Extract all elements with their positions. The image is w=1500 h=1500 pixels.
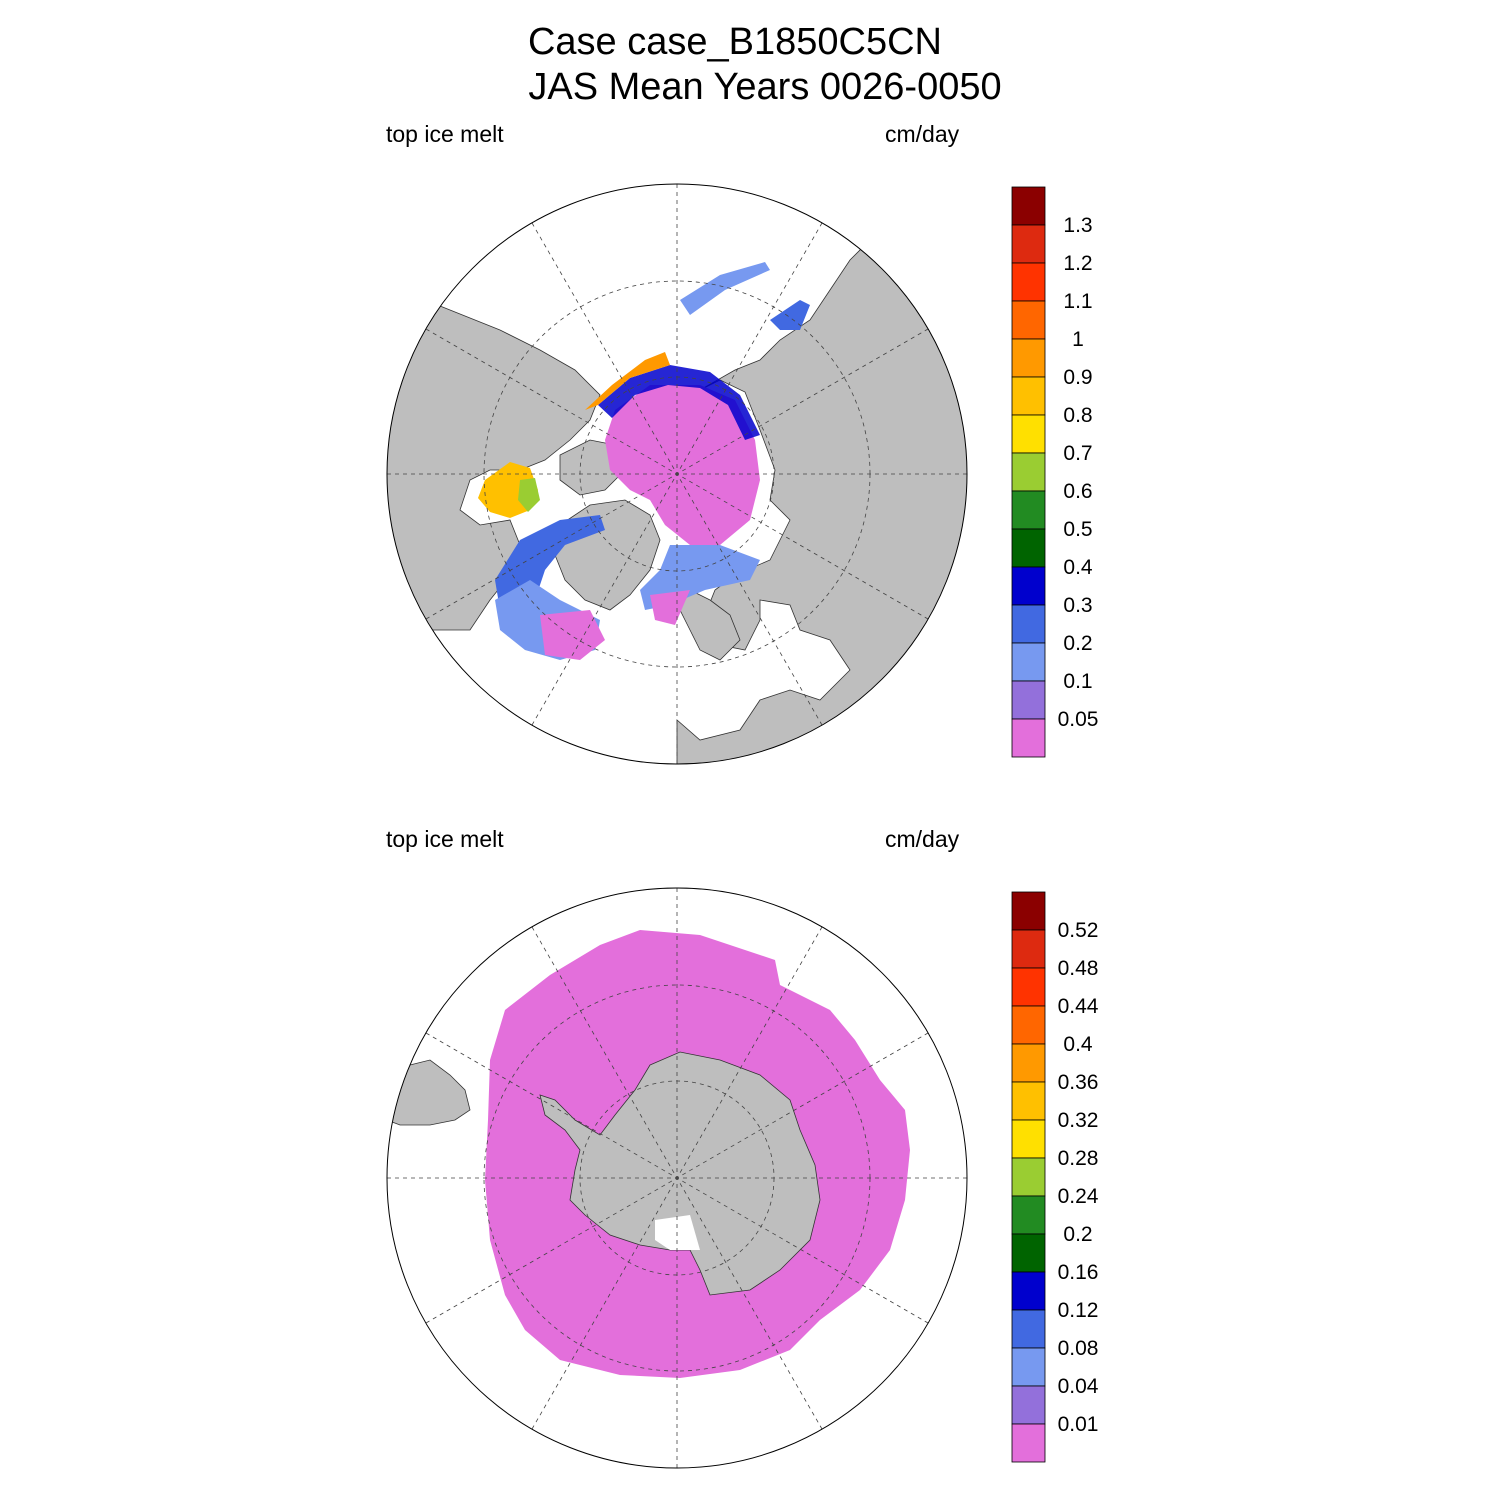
north-colorbar-box (1011, 490, 1046, 530)
north-colorbar-label: 0.3 (1063, 594, 1092, 617)
south-colorbar-label: 0.52 (1058, 919, 1099, 942)
north-ice-central-arctic (605, 385, 760, 545)
south-colorbar-box (1011, 1005, 1046, 1045)
south-colorbar-label: 0.08 (1058, 1337, 1099, 1360)
south-colorbar-label: 0.28 (1058, 1147, 1099, 1170)
south-colorbar-box (1011, 1423, 1046, 1463)
north-colorbar-box (1011, 338, 1046, 378)
south-colorbar: 0.01 0.04 0.08 0.12 0.16 0.2 0.24 0.28 0.32 0.36 0… (1011, 891, 1099, 1463)
south-colorbar-label: 0.36 (1058, 1071, 1099, 1094)
north-colorbar-box (1011, 642, 1046, 682)
south-colorbar-box (1011, 1347, 1046, 1387)
south-land-antarctica (539, 1051, 821, 1296)
south-map-border (386, 887, 968, 1469)
north-colorbar-box (1011, 262, 1046, 302)
north-colorbar-label: 1.2 (1063, 252, 1092, 275)
north-colorbar-box (1011, 452, 1046, 492)
north-colorbar-label: 1.1 (1063, 290, 1092, 313)
south-colorbar-label: 0.16 (1058, 1261, 1099, 1284)
north-colorbar-label: 0.2 (1063, 632, 1092, 655)
south-colorbar-box (1011, 1081, 1046, 1121)
north-ice-barents-low (650, 590, 690, 625)
south-colorbar-label: 0.44 (1058, 995, 1099, 1018)
south-colorbar-label: 0.32 (1058, 1109, 1099, 1132)
south-variable-label: top ice melt (386, 826, 504, 852)
north-ice-bering-strip (770, 300, 810, 330)
south-colorbar-label: 0.2 (1063, 1223, 1092, 1246)
south-ross-ice-shelf (655, 1215, 700, 1250)
south-colorbar-label: 0.12 (1058, 1299, 1099, 1322)
north-colorbar-label: 0.5 (1063, 518, 1092, 541)
north-colorbar-box (1011, 186, 1046, 226)
south-graticule (387, 888, 967, 1468)
north-ice-labrador-low (540, 610, 605, 660)
north-variable-label: top ice melt (386, 121, 504, 147)
south-colorbar-label: 0.01 (1058, 1413, 1099, 1436)
north-colorbar-label: 0.9 (1063, 366, 1092, 389)
south-colorbar-box (1011, 1195, 1046, 1235)
north-colorbar-box (1011, 528, 1046, 568)
north-colorbar-label: 1.3 (1063, 214, 1092, 237)
south-colorbar-label: 0.04 (1058, 1375, 1099, 1398)
south-colorbar-box (1011, 1043, 1046, 1083)
north-ice-siberian-shelf-band (598, 365, 760, 440)
north-units-label: cm/day (885, 121, 960, 147)
north-ice-hudson-bay-edge (518, 478, 540, 512)
north-colorbar-box (1011, 414, 1046, 454)
south-colorbar-box (1011, 1119, 1046, 1159)
north-colorbar-box (1011, 300, 1046, 340)
north-colorbar-label: 0.6 (1063, 480, 1092, 503)
north-map-border (386, 183, 968, 765)
south-colorbar-label: 0.24 (1058, 1185, 1099, 1208)
south-land-south-america (387, 1059, 471, 1126)
north-colorbar-box (1011, 680, 1046, 720)
south-units-label: cm/day (885, 826, 960, 852)
south-colorbar-box (1011, 891, 1046, 931)
south-colorbar-box (1011, 1385, 1046, 1425)
south-colorbar-box (1011, 1271, 1046, 1311)
north-colorbar-box (1011, 566, 1046, 606)
south-colorbar-label: 0.4 (1063, 1033, 1093, 1056)
south-colorbar-box (1011, 929, 1046, 969)
north-colorbar-box (1011, 376, 1046, 416)
north-polar-map (386, 183, 968, 765)
north-graticule (387, 184, 967, 764)
north-colorbar-label: 0.05 (1058, 708, 1099, 731)
north-colorbar-label: 0.1 (1063, 670, 1092, 693)
north-ice-okhotsk-strip (680, 262, 770, 315)
south-polar-map (386, 887, 968, 1469)
north-colorbar-label: 1 (1072, 328, 1084, 351)
north-colorbar-box (1011, 224, 1046, 264)
figure-title-line-2: JAS Mean Years 0026-0050 (528, 66, 1002, 108)
north-colorbar-box (1011, 604, 1046, 644)
figure-title-line-1: Case case_B1850C5CN (527, 21, 942, 63)
north-colorbar-label: 0.4 (1063, 556, 1093, 579)
north-ice-siberian-shelf-high (585, 352, 670, 410)
south-colorbar-box (1011, 967, 1046, 1007)
north-land-north-america (387, 289, 601, 631)
south-colorbar-box (1011, 1309, 1046, 1349)
north-colorbar-box (1011, 718, 1046, 758)
south-colorbar-box (1011, 1157, 1046, 1197)
north-colorbar-label: 0.8 (1063, 404, 1092, 427)
north-colorbar-label: 0.7 (1063, 442, 1092, 465)
south-colorbar-box (1011, 1233, 1046, 1273)
north-land-scandinavia (679, 589, 741, 661)
south-colorbar-label: 0.48 (1058, 957, 1099, 980)
north-colorbar: 0.05 0.1 0.2 0.3 0.4 0.5 0.6 0.7 0.8 0.9 1 1.1 1.2 1.… (1011, 186, 1099, 758)
